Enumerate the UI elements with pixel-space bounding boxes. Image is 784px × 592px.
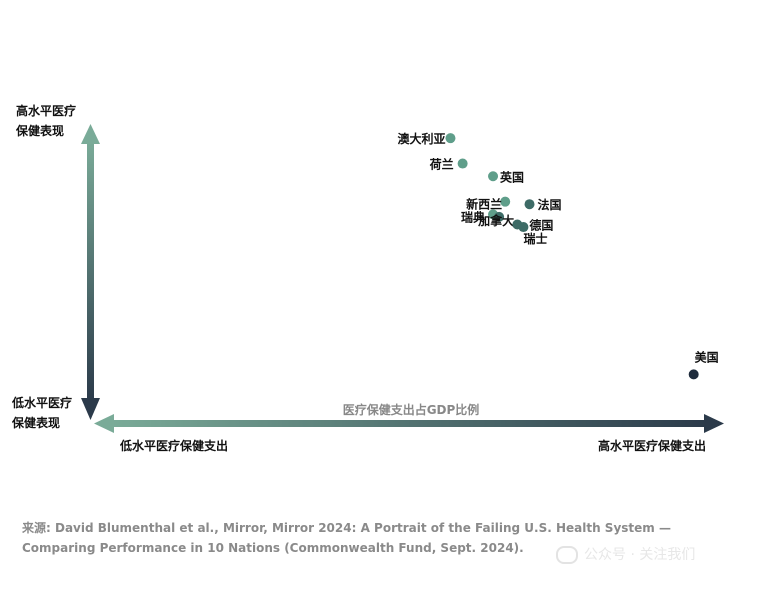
watermark-text: 公众号 · 关注我们	[584, 547, 696, 563]
x-axis-low-label: 低水平医疗保健支出	[120, 439, 229, 453]
x-axis-high-label: 高水平医疗保健支出	[598, 439, 707, 453]
point-label-0: 澳大利亚	[397, 131, 445, 146]
y-axis-high-label: 高水平医疗保健表现	[16, 104, 77, 138]
watermark: 公众号 · 关注我们	[556, 544, 695, 564]
point-label-8: 瑞士	[523, 231, 547, 246]
y-axis-arrow	[81, 124, 100, 420]
x-axis-title: 医疗保健支出占GDP比例	[343, 402, 480, 417]
point-label-7: 德国	[529, 218, 553, 233]
point-0	[445, 133, 456, 144]
point-6	[524, 199, 535, 210]
x-axis-arrow	[94, 414, 724, 433]
point-label-3: 新西兰	[466, 197, 502, 212]
point-3	[500, 196, 511, 207]
point-9	[688, 369, 699, 380]
point-label-9: 美国	[695, 349, 719, 364]
source-note: 来源: David Blumenthal et al., Mirror, Mir…	[22, 521, 671, 555]
wechat-icon	[556, 546, 578, 564]
point-2	[488, 171, 499, 182]
point-label-6: 法国	[538, 197, 562, 212]
point-5	[494, 211, 505, 222]
point-label-4: 瑞典	[461, 209, 485, 224]
point-8	[518, 222, 529, 233]
y-axis-low-label: 低水平医疗保健表现	[12, 396, 73, 430]
point-label-1: 荷兰	[429, 157, 454, 172]
point-1	[457, 158, 468, 169]
point-label-2: 英国	[500, 169, 524, 184]
point-label-5: 加拿大	[477, 213, 514, 228]
